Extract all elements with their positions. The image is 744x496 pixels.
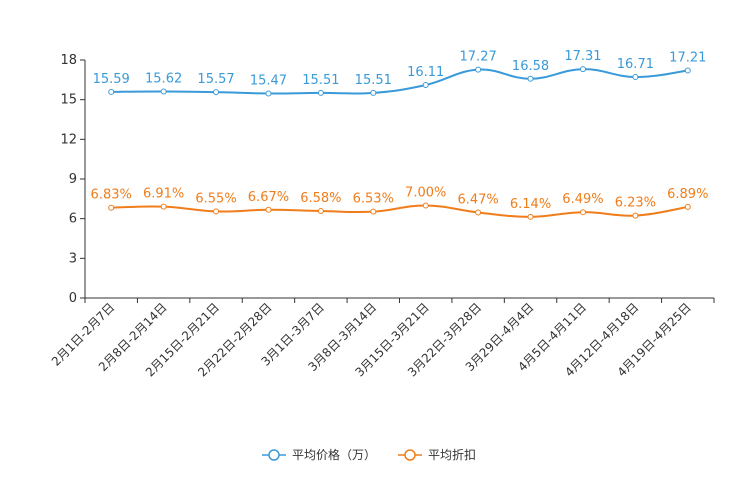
data-label: 6.14% — [510, 197, 551, 212]
legend-label: 平均价格（万） — [292, 447, 376, 462]
data-label: 6.83% — [91, 188, 132, 203]
data-point — [160, 88, 167, 95]
data-point — [370, 89, 377, 96]
data-point — [108, 204, 115, 211]
series-discount: 6.83% 6.91% 6.55% 6.67% 6.58% 6.53% 7.00% 6.47%… — [91, 185, 708, 220]
legend: 平均价格（万） 平均折扣 — [262, 447, 476, 462]
data-point — [422, 81, 429, 88]
y-tick-label: 3 — [69, 251, 77, 266]
data-label: 15.57 — [197, 72, 234, 87]
data-label: 6.89% — [667, 187, 708, 202]
data-point — [475, 209, 482, 216]
data-point — [370, 208, 377, 215]
legend-item-price: 平均价格（万） — [262, 447, 376, 462]
data-point — [684, 203, 691, 210]
data-label: 6.67% — [248, 190, 289, 205]
data-point — [632, 212, 639, 219]
data-label: 6.49% — [562, 192, 603, 207]
y-tick-label: 12 — [60, 132, 77, 147]
data-label: 6.58% — [300, 191, 341, 206]
y-tick-label: 0 — [69, 291, 77, 306]
data-point — [213, 208, 220, 215]
data-point — [579, 66, 586, 73]
data-point — [632, 74, 639, 81]
data-label: 6.55% — [195, 191, 236, 206]
data-point — [527, 75, 534, 82]
data-label: 15.62 — [145, 71, 182, 86]
data-label: 7.00% — [405, 185, 446, 200]
data-label: 15.51 — [302, 73, 339, 88]
data-label: 16.71 — [617, 57, 654, 72]
data-point — [684, 67, 691, 74]
data-label: 6.47% — [457, 192, 498, 207]
series-price: 15.59 15.62 15.57 15.47 15.51 15.51 16.11 17.27… — [93, 49, 706, 97]
axes: 03691215182月1日-2月7日2月8日-2月14日2月15日-2月21日… — [49, 53, 715, 380]
y-tick-label: 9 — [69, 172, 77, 187]
series-line — [111, 204, 688, 218]
data-label: 17.27 — [460, 50, 497, 65]
data-point — [265, 206, 272, 213]
data-point — [160, 203, 167, 210]
legend-marker — [268, 449, 280, 461]
data-label: 16.11 — [407, 65, 444, 80]
legend-label: 平均折扣 — [428, 447, 476, 462]
data-point — [265, 90, 272, 97]
data-label: 17.21 — [669, 50, 706, 65]
data-label: 6.91% — [143, 187, 184, 202]
series-layer: 15.59 15.62 15.57 15.47 15.51 15.51 16.11 17.27… — [91, 49, 708, 220]
data-point — [527, 213, 534, 220]
data-point — [579, 209, 586, 216]
data-label: 15.59 — [93, 72, 130, 87]
data-point — [317, 89, 324, 96]
series-line — [111, 68, 688, 95]
data-label: 6.53% — [353, 192, 394, 207]
data-label: 15.51 — [355, 73, 392, 88]
data-point — [108, 88, 115, 95]
y-tick-label: 15 — [60, 93, 77, 108]
data-point — [475, 66, 482, 73]
data-label: 17.31 — [564, 49, 601, 64]
legend-item-discount: 平均折扣 — [398, 447, 476, 462]
data-label: 6.23% — [615, 196, 656, 211]
y-tick-label: 18 — [60, 53, 77, 68]
legend-marker — [404, 449, 416, 461]
y-tick-label: 6 — [69, 212, 77, 227]
data-point — [422, 202, 429, 209]
data-label: 16.58 — [512, 59, 549, 74]
data-point — [317, 207, 324, 214]
data-label: 15.47 — [250, 73, 287, 88]
data-point — [213, 89, 220, 96]
